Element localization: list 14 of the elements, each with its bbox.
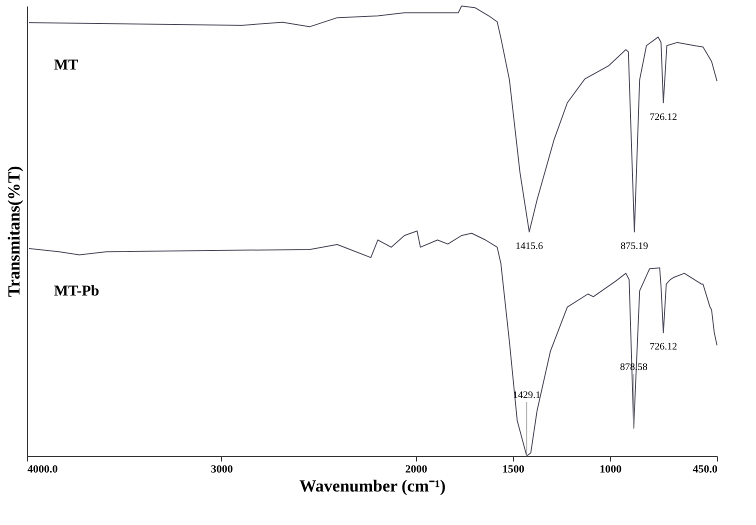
x-tick-label: 2000: [405, 464, 428, 476]
x-tick-label: 4000.0: [28, 464, 58, 476]
annotation: 875.19: [620, 240, 648, 252]
annotation: 726.12: [650, 112, 678, 123]
text: MT: [54, 58, 78, 74]
x-axis-title: Wavenumber (cm⁻¹): [299, 476, 446, 496]
annotation: 1415.6: [515, 240, 543, 252]
x-tick-label: 1000: [600, 464, 622, 476]
x-tick-label: 3000: [210, 464, 234, 476]
annotation: 726.12: [650, 342, 678, 353]
x-tick-label: 1500: [502, 464, 525, 476]
text: MT-Pb: [54, 284, 100, 300]
x-tick-label: 450.0: [692, 464, 718, 476]
y-axis-title: Transmitans(%T): [4, 166, 24, 297]
